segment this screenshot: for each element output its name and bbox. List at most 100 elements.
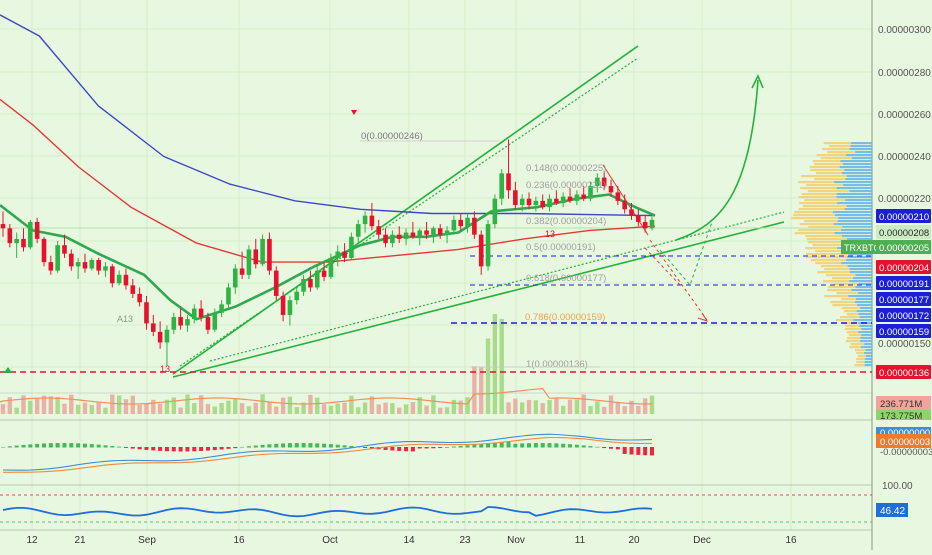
- volume-bar: [239, 403, 245, 414]
- candle-body: [444, 230, 450, 235]
- candle-body: [458, 219, 464, 227]
- volume-bar: [0, 404, 6, 414]
- volume-bar: [458, 400, 463, 414]
- volume-profile-bar: [827, 151, 856, 154]
- candle-body: [622, 200, 627, 210]
- macd-histogram-bar: [636, 447, 641, 455]
- volume-bar: [301, 402, 306, 414]
- candle-body: [451, 219, 457, 231]
- candle-body: [335, 251, 341, 258]
- volume-profile-bar: [829, 145, 851, 148]
- volume-profile-bar: [858, 313, 872, 316]
- candle-body: [82, 262, 88, 269]
- macd-histogram-bar: [335, 444, 340, 448]
- volume-bar: [431, 395, 436, 414]
- candle-body: [636, 215, 641, 222]
- candle-body: [89, 260, 95, 269]
- candle-body: [21, 238, 26, 248]
- volume-profile-bar: [845, 325, 860, 328]
- macd-signal-badge: [876, 434, 931, 448]
- candle-body: [554, 198, 559, 203]
- volume-profile-bar: [843, 184, 872, 187]
- volume-bar: [267, 402, 272, 414]
- volume-bar: [444, 407, 450, 414]
- volume-profile-bar: [839, 166, 872, 169]
- volume-profile-bar: [791, 217, 839, 220]
- volume-bar: [451, 399, 457, 414]
- volume-profile-bar: [849, 346, 861, 349]
- volume-profile-bar: [841, 307, 861, 310]
- candle-body: [362, 215, 368, 225]
- price-axis-tick: 0.00000280: [878, 68, 931, 79]
- volume-badge: [876, 396, 931, 410]
- volume-bar: [492, 314, 498, 414]
- price-axis-tick: 0.00000240: [878, 152, 931, 163]
- candle-body: [239, 268, 245, 275]
- volume-profile-bar: [820, 265, 848, 268]
- macd-histogram-bar: [602, 447, 607, 449]
- volume-profile-bar: [815, 262, 842, 265]
- price-badge-label: 0.00000205: [879, 243, 929, 254]
- fib-label-0.786: 0.786(0.00000159): [525, 312, 605, 323]
- candle-body: [629, 209, 634, 216]
- volume-profile-bar: [807, 241, 843, 244]
- volume-profile-bar: [848, 334, 862, 337]
- volume-ma-line: [0, 387, 653, 405]
- candle-body: [55, 245, 60, 271]
- candle-body: [642, 221, 648, 229]
- volume-profile-bar: [853, 319, 872, 322]
- macd-histogram-bar: [527, 443, 532, 448]
- volume-bar: [55, 396, 60, 414]
- macd-histogram-bar: [14, 445, 19, 448]
- macd-histogram-bar: [315, 443, 320, 448]
- volume-profile-bar: [838, 217, 872, 220]
- volume-profile-bar: [860, 307, 872, 310]
- candle-body: [150, 323, 156, 332]
- volume-bar: [280, 397, 286, 414]
- price-badge-label: 0.00000136: [879, 368, 929, 379]
- macd-histogram-bar: [554, 443, 559, 448]
- volume-bar: [48, 396, 54, 414]
- macd-histogram-bar: [82, 443, 87, 448]
- time-axis-tick: 14: [403, 535, 415, 546]
- volume-bar: [171, 397, 176, 414]
- fib-label-0.5: 0.5(0.00000191): [526, 242, 596, 253]
- volume-bar: [601, 406, 607, 414]
- volume-profile-bar: [807, 190, 850, 193]
- candle-body: [328, 257, 334, 277]
- volume-profile-bar: [846, 154, 872, 157]
- volume-bar: [164, 399, 170, 414]
- price-axis-tick: 0.00000150: [878, 339, 931, 350]
- volume-bar: [479, 367, 484, 414]
- candle-body: [465, 217, 470, 227]
- volume-bar: [62, 403, 67, 414]
- volume-profile-bar: [832, 277, 853, 280]
- volume-bar: [574, 399, 580, 414]
- volume-profile-bar: [847, 331, 859, 334]
- macd-histogram-bar: [178, 447, 183, 452]
- volume-profile-bar: [827, 286, 856, 289]
- candle-body: [390, 234, 395, 244]
- candle-body: [519, 198, 525, 206]
- macd-histogram-bar: [205, 447, 210, 451]
- candle-body: [595, 177, 600, 187]
- candle-body: [383, 234, 388, 244]
- time-axis-tick: 11: [575, 535, 586, 546]
- volume-profile-bar: [849, 271, 872, 274]
- price-badge: [876, 276, 931, 290]
- volume-bar: [192, 403, 197, 414]
- time-axis-tick: Sep: [138, 535, 156, 546]
- price-badge-label: 0.00000208: [879, 228, 929, 239]
- volume-profile-bar: [832, 211, 872, 214]
- candle-body: [369, 215, 375, 227]
- volume-profile-bar: [806, 184, 844, 187]
- fib-label-0: 0(0.00000246): [361, 131, 423, 142]
- macd-histogram-bar: [117, 446, 122, 448]
- volume-profile-bar: [799, 223, 834, 226]
- macd-histogram-bar: [274, 443, 279, 448]
- candle-body: [513, 190, 518, 206]
- macd-histogram-bar: [96, 444, 101, 448]
- volume-profile-bar: [834, 181, 872, 184]
